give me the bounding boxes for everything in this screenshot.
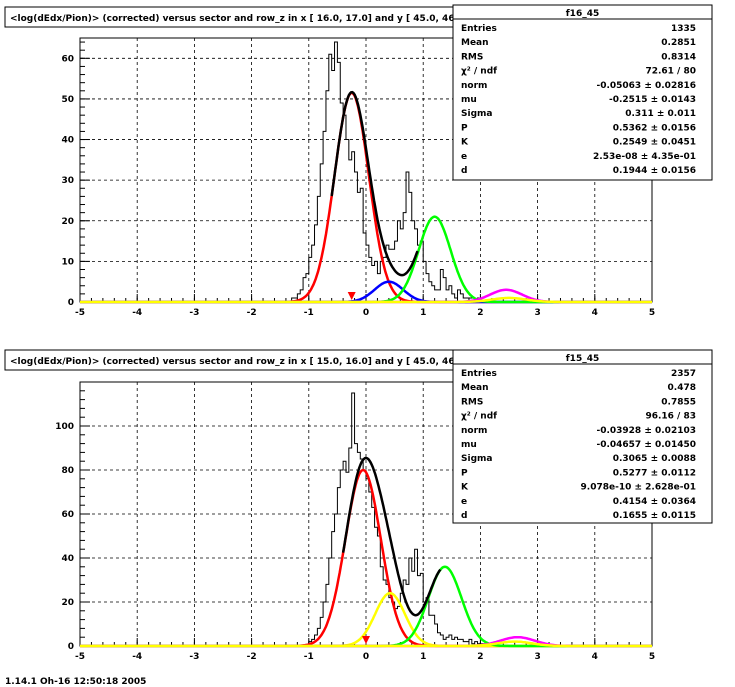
stats-label: Sigma <box>461 454 492 464</box>
y-tick-label: 0 <box>68 642 74 652</box>
stats-label: χ² / ndf <box>461 67 497 77</box>
x-tick-label: 0 <box>363 308 369 318</box>
fit-component-deuteron <box>80 296 652 304</box>
stats-box-1: f16_45 Entries 1335 Mean 0.2851 RMS 0.8314 χ² /… <box>452 4 713 181</box>
x-tick-label: -2 <box>247 308 257 318</box>
stats-label: d <box>461 166 467 176</box>
y-tick-label: 80 <box>61 466 74 476</box>
stats-label: mu <box>461 95 477 105</box>
stats-label: e <box>461 152 467 162</box>
stats-label: mu <box>461 440 477 450</box>
stats-label: Entries <box>461 369 497 379</box>
stats-value: 0.478 <box>668 383 696 393</box>
stats-label: K <box>461 483 469 493</box>
chart-title-2: <log(dEdx/Pion)> (corrected) versus sect… <box>10 357 501 367</box>
stats-value: 0.5277 ± 0.0112 <box>613 468 696 478</box>
stats-label: RMS <box>461 397 483 407</box>
x-tick-label: -4 <box>132 308 142 318</box>
stats-value: 0.1655 ± 0.0115 <box>613 511 696 521</box>
stats-value: 0.311 ± 0.011 <box>625 109 696 119</box>
x-tick-label: 4 <box>592 308 598 318</box>
stats-value: 1335 <box>671 24 696 34</box>
stats-label: RMS <box>461 52 483 62</box>
stats-value: 0.8314 <box>661 52 696 62</box>
stats-name: f16_45 <box>566 9 599 19</box>
chart-title-1: <log(dEdx/Pion)> (corrected) versus sect… <box>10 14 501 24</box>
x-tick-label: -3 <box>189 652 199 662</box>
x-tick-label: 2 <box>477 652 483 662</box>
stats-label: Mean <box>461 383 489 393</box>
stats-label: e <box>461 497 467 507</box>
stats-frame <box>452 349 713 524</box>
stats-value: -0.05063 ± 0.02816 <box>596 81 696 91</box>
stats-name: f15_45 <box>566 354 599 364</box>
stats-label: norm <box>461 426 487 436</box>
stats-value: 0.3065 ± 0.0088 <box>613 454 696 464</box>
x-tick-label: -3 <box>189 308 199 318</box>
x-tick-label: 3 <box>534 308 540 318</box>
y-tick-label: 100 <box>55 422 74 432</box>
stats-value: 0.7855 <box>661 397 696 407</box>
x-tick-label: -1 <box>304 652 314 662</box>
stats-label: Entries <box>461 24 497 34</box>
x-tick-label: 5 <box>649 652 655 662</box>
stats-value: 0.1944 ± 0.0156 <box>613 166 696 176</box>
stats-value: -0.03928 ± 0.02103 <box>596 426 696 436</box>
y-tick-label: 20 <box>61 598 74 608</box>
stats-value: 96.16 / 83 <box>645 412 696 422</box>
stats-label: Sigma <box>461 109 492 119</box>
x-tick-label: -5 <box>75 308 85 318</box>
x-tick-label: 1 <box>420 308 426 318</box>
stats-value: 0.2851 <box>661 38 696 48</box>
panel-2: -5 -4 -3 -2 -1 0 1 2 3 4 5 0 20 40 60 80 100 <log(dEdx/P… <box>4 349 713 662</box>
mu-marker <box>347 292 356 300</box>
stats-label: K <box>461 138 469 148</box>
stats-value: 0.4154 ± 0.0364 <box>613 497 696 507</box>
y-tick-label: 40 <box>61 136 74 146</box>
histogram-line <box>308 392 487 646</box>
stats-value: 72.61 / 80 <box>645 67 696 77</box>
x-tick-label: -2 <box>247 652 257 662</box>
stats-value: 0.5362 ± 0.0156 <box>613 123 696 133</box>
stats-value: 0.2549 ± 0.0451 <box>613 138 696 148</box>
x-tick-label: -4 <box>132 652 142 662</box>
x-tick-label: 2 <box>477 308 483 318</box>
stats-label: norm <box>461 81 487 91</box>
y-tick-label: 60 <box>61 510 74 520</box>
stats-label: P <box>461 468 468 478</box>
y-tick-label: 20 <box>61 217 74 227</box>
fit-component-deuteron <box>80 640 652 648</box>
y-tick-label: 60 <box>61 54 74 64</box>
stats-value: 2357 <box>671 369 696 379</box>
footer-text: 1.14.1 Oh-16 12:50:18 2005 <box>5 677 146 687</box>
y-tick-label: 10 <box>61 257 74 267</box>
fit-total <box>341 456 442 617</box>
mu-marker <box>362 636 370 644</box>
stats-label: Mean <box>461 38 489 48</box>
y-tick-label: 30 <box>61 176 74 186</box>
x-tick-label: 5 <box>649 308 655 318</box>
stats-label: d <box>461 511 467 521</box>
x-tick-label: -5 <box>75 652 85 662</box>
stats-label: P <box>461 123 468 133</box>
stats-box-2: f15_45 Entries 2357 Mean 0.478 RMS 0.7855 χ² / … <box>452 349 713 524</box>
stats-frame <box>452 4 713 181</box>
x-tick-label: -1 <box>304 308 314 318</box>
y-tick-label: 50 <box>61 95 74 105</box>
x-tick-label: 1 <box>420 652 426 662</box>
y-tick-label: 0 <box>68 298 74 308</box>
x-tick-label: 0 <box>363 652 369 662</box>
stats-value: 2.53e-08 ± 4.35e-01 <box>593 152 696 162</box>
x-tick-label: 4 <box>592 652 598 662</box>
x-tick-label: 3 <box>534 652 540 662</box>
stats-label: χ² / ndf <box>461 412 497 422</box>
stats-value: -0.2515 ± 0.0143 <box>609 95 696 105</box>
y-tick-label: 40 <box>61 554 74 564</box>
stats-value: 9.078e-10 ± 2.628e-01 <box>581 483 696 493</box>
fit-total <box>330 90 419 277</box>
stats-value: -0.04657 ± 0.01450 <box>596 440 696 450</box>
